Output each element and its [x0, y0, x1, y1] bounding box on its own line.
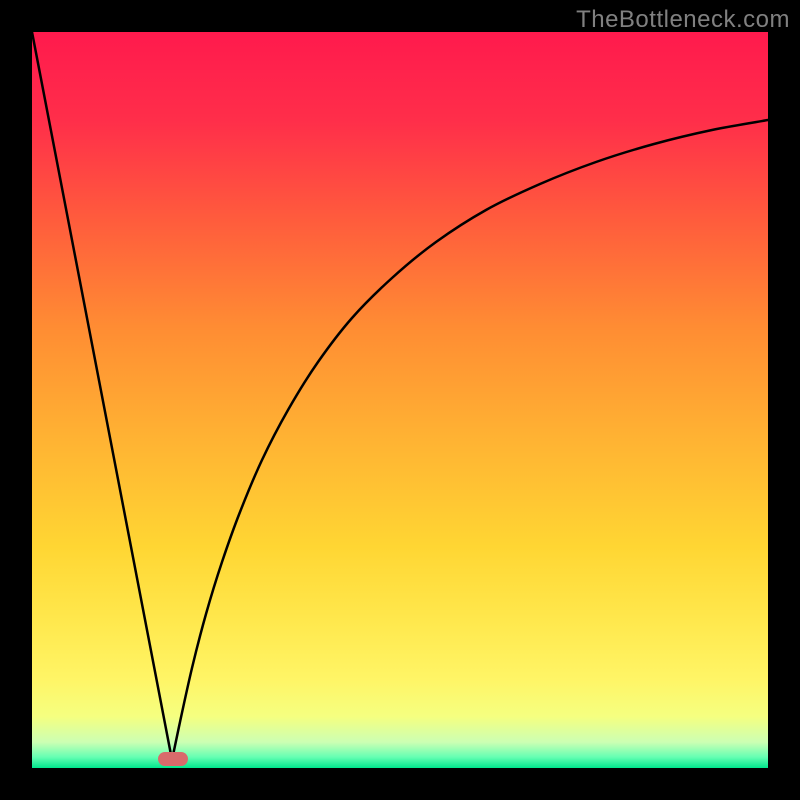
chart-container: TheBottleneck.com — [0, 0, 800, 800]
optimum-marker — [158, 752, 188, 766]
bottleneck-chart — [0, 0, 800, 800]
watermark-text: TheBottleneck.com — [576, 6, 790, 34]
